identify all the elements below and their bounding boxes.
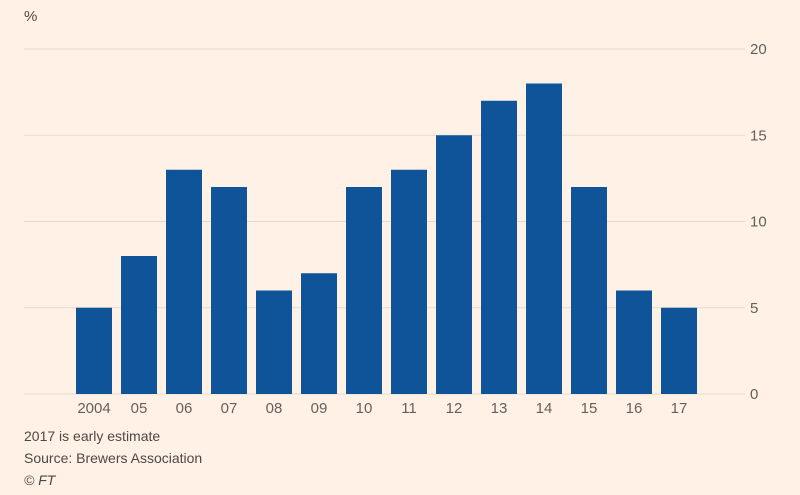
x-tick-label: 14 bbox=[536, 400, 553, 417]
bar-11 bbox=[391, 169, 427, 394]
x-tick-label: 2004 bbox=[77, 400, 110, 417]
x-tick-label: 11 bbox=[401, 400, 417, 417]
source-note: Source: Brewers Association bbox=[24, 450, 203, 466]
bar-15 bbox=[571, 187, 607, 394]
x-tick-label: 09 bbox=[311, 400, 328, 417]
copyright-note: © FT bbox=[24, 472, 56, 488]
y-tick-labels: 0 5 10 15 20 bbox=[750, 41, 767, 403]
bar-12 bbox=[436, 135, 472, 394]
x-tick-label: 10 bbox=[356, 400, 373, 417]
bar-07 bbox=[211, 187, 247, 394]
x-tick-label: 06 bbox=[176, 400, 193, 417]
y-tick-label: 5 bbox=[750, 300, 758, 317]
bar-05 bbox=[121, 256, 157, 394]
bar-2004 bbox=[76, 307, 112, 394]
bar-09 bbox=[301, 273, 337, 394]
y-tick-label: 20 bbox=[750, 41, 767, 58]
bar-10 bbox=[346, 187, 382, 394]
y-tick-label: 0 bbox=[750, 386, 758, 403]
bar-14 bbox=[526, 83, 562, 394]
x-tick-label: 05 bbox=[131, 400, 148, 417]
x-tick-label: 16 bbox=[626, 400, 643, 417]
x-tick-labels: 2004 05 06 07 08 09 10 11 12 13 14 15 16 17 bbox=[77, 400, 687, 417]
x-tick-label: 08 bbox=[266, 400, 283, 417]
x-tick-label: 13 bbox=[491, 400, 508, 417]
bar-08 bbox=[256, 290, 292, 394]
bars bbox=[76, 83, 697, 394]
x-tick-label: 12 bbox=[446, 400, 463, 417]
x-tick-label: 17 bbox=[671, 400, 688, 417]
y-tick-label: 15 bbox=[750, 127, 767, 144]
y-axis-unit-label: % bbox=[24, 8, 38, 25]
bar-13 bbox=[481, 100, 517, 394]
bar-06 bbox=[166, 169, 202, 394]
estimate-note: 2017 is early estimate bbox=[24, 428, 161, 444]
bar-16 bbox=[616, 290, 652, 394]
bar-17 bbox=[661, 307, 697, 394]
x-tick-label: 07 bbox=[221, 400, 238, 417]
x-tick-label: 15 bbox=[581, 400, 598, 417]
y-tick-label: 10 bbox=[750, 214, 767, 231]
